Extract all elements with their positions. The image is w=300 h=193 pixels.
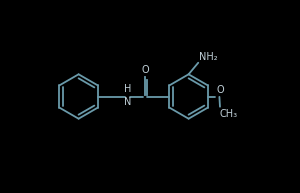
Text: N: N (124, 97, 131, 108)
Text: CH₃: CH₃ (220, 109, 238, 119)
Text: H: H (124, 84, 131, 94)
Text: O: O (217, 85, 224, 95)
Text: NH₂: NH₂ (199, 52, 218, 62)
Text: O: O (142, 65, 150, 75)
